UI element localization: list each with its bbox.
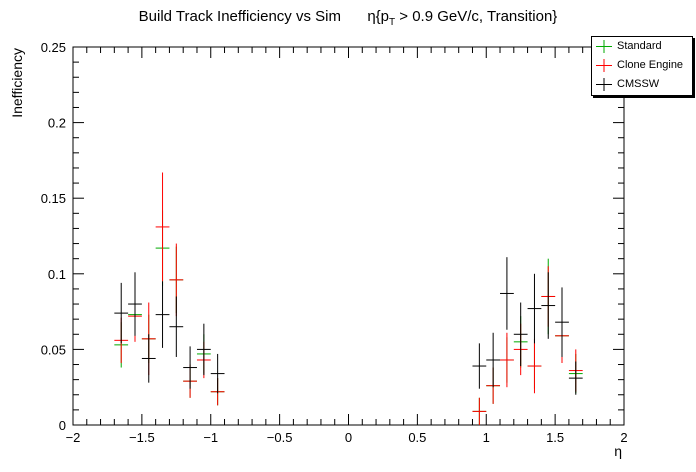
x-tick-label: −2: [66, 430, 81, 445]
legend-entry-cmssw: CMSSW: [592, 75, 692, 94]
data-point-clone-engine: [472, 397, 487, 425]
chart-title-main: Build Track Inefficiency vs Sim: [138, 8, 341, 25]
data-marks: [114, 172, 583, 425]
legend-marker-standard: [596, 40, 612, 53]
legend-entry-clone-engine: Clone Engine: [592, 56, 692, 75]
data-point-clone-engine: [500, 332, 514, 388]
y-tick-label: 0.05: [41, 342, 66, 357]
x-tick-label: 0: [345, 430, 352, 445]
data-point-cmssw: [183, 346, 197, 389]
x-tick-label: 1.5: [546, 430, 564, 445]
data-point-cmssw: [500, 257, 514, 330]
chart-title-eta: η{p: [367, 8, 390, 25]
data-point-clone-engine: [155, 172, 170, 282]
data-point-cmssw: [513, 302, 528, 367]
axis-ticks: −2 −1.5 −1 −0.5 0 0.5 1 1.5 2 0 0.05 0.1 0.15 0.2 0.25: [41, 40, 628, 445]
data-point-clone-engine: [527, 338, 542, 394]
legend-marker-cmssw: [596, 78, 612, 91]
data-point-cmssw: [527, 273, 542, 344]
legend-entry-standard: Standard: [592, 37, 692, 56]
data-point-cmssw: [155, 281, 170, 348]
y-tick-label: 0.2: [48, 116, 66, 131]
x-tick-label: 1: [483, 430, 490, 445]
data-point-cmssw: [114, 282, 129, 344]
plot-frame: [72, 46, 625, 426]
data-point-cmssw: [555, 287, 569, 357]
chart-title-sub: T: [389, 17, 396, 28]
data-point-cmssw: [210, 353, 225, 394]
legend-label-standard: Standard: [617, 40, 662, 52]
data-point-cmssw: [128, 272, 142, 336]
x-tick-label: −0.5: [267, 430, 293, 445]
x-tick-label: −1.5: [129, 430, 155, 445]
legend-label-clone-engine: Clone Engine: [617, 59, 684, 71]
chart-title: Build Track Inefficiency vs Sim η{pT > 0…: [0, 8, 696, 28]
x-tick-label: 0.5: [408, 430, 426, 445]
y-tick-label: 0.25: [41, 40, 66, 55]
data-point-cmssw: [472, 343, 487, 389]
data-point-cmssw: [196, 323, 211, 376]
legend: Standard Clone Engine CMSSW: [591, 36, 693, 96]
legend-label-cmssw: CMSSW: [617, 78, 660, 90]
y-tick-label: 0.1: [48, 267, 66, 282]
legend-marker-clone-engine: [596, 59, 612, 72]
data-point-cmssw: [169, 296, 184, 357]
y-axis-title: Inefficiency: [9, 48, 25, 118]
data-point-cmssw: [486, 332, 501, 388]
x-tick-label: −1: [203, 430, 218, 445]
data-point-cmssw: [141, 334, 156, 383]
data-point-cmssw: [568, 361, 583, 395]
data-point-cmssw: [541, 272, 556, 339]
y-tick-label: 0: [59, 418, 66, 433]
x-tick-label: 2: [620, 430, 627, 445]
y-tick-label: 0.15: [41, 191, 66, 206]
x-axis-title: η: [614, 443, 622, 459]
chart-title-rest: > 0.9 GeV/c, Transition}: [395, 8, 558, 25]
